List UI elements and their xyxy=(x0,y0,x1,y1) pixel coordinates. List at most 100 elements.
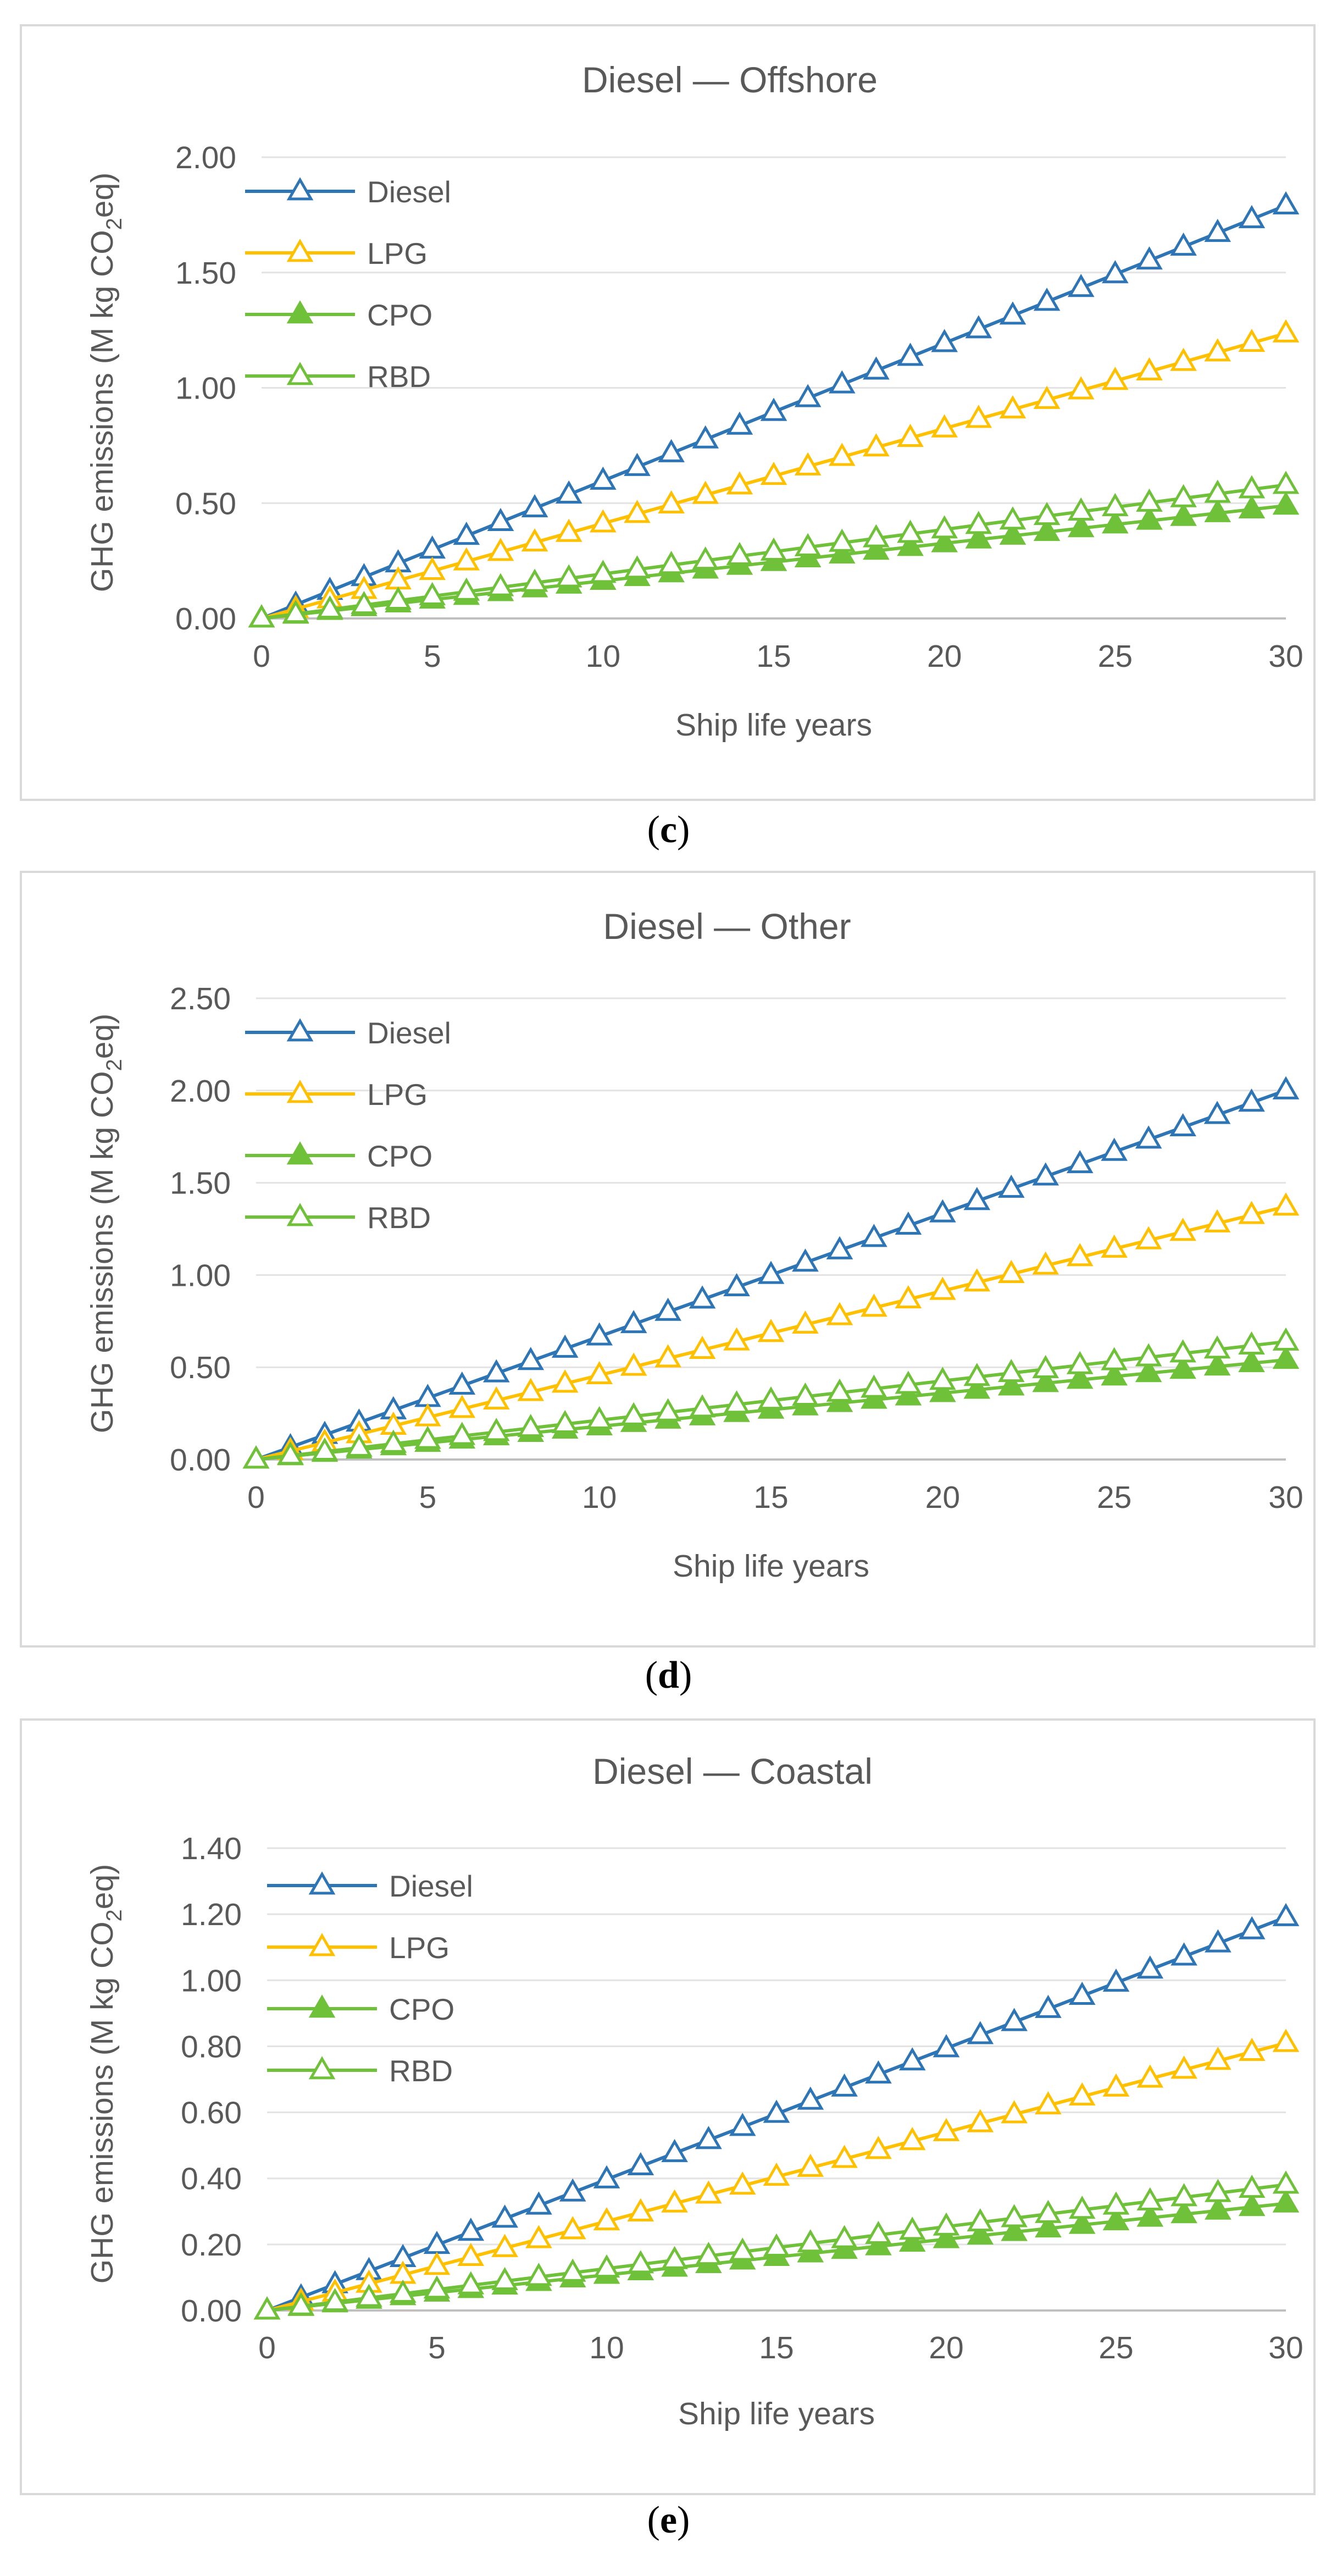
data-point-rbd xyxy=(967,2208,994,2232)
data-point-rbd xyxy=(861,1374,887,1398)
data-point-rbd xyxy=(1238,475,1266,499)
data-point-lpg xyxy=(590,509,617,533)
data-point-cpo xyxy=(1205,2196,1231,2220)
data-point-lpg xyxy=(760,461,787,485)
chart-e: Diesel — Coastal 0.00 0.20 0.40 0.60 0.80 1.00… xyxy=(85,1751,1303,2431)
data-point-lpg xyxy=(1101,1234,1128,1258)
data-point-rbd xyxy=(757,1386,785,1410)
data-point-lpg xyxy=(457,2242,485,2267)
legend-item-lpg: LPG xyxy=(245,236,428,270)
data-point-lpg xyxy=(620,1352,647,1376)
x-axis-label: Ship life years xyxy=(675,707,872,743)
legend-marker-cpo xyxy=(286,1141,314,1165)
data-point-diesel xyxy=(491,2204,518,2228)
legend-item-lpg: LPG xyxy=(267,1931,450,1965)
x-tick-label: 5 xyxy=(428,2330,446,2365)
data-point-cpo xyxy=(863,537,890,560)
legend-item-cpo: CPO xyxy=(267,1992,454,2026)
data-point-diesel xyxy=(551,1334,579,1358)
data-point-diesel xyxy=(999,301,1027,325)
data-point-lpg xyxy=(559,2216,586,2240)
y-tick-label: 0.00 xyxy=(175,601,236,637)
data-point-rbd xyxy=(933,2212,960,2236)
data-point-diesel xyxy=(933,2034,960,2058)
data-point-cpo xyxy=(1204,499,1231,522)
data-point-rbd xyxy=(423,2275,451,2299)
data-point-lpg xyxy=(525,2225,552,2248)
data-point-diesel xyxy=(1170,1942,1197,1966)
data-point-cpo xyxy=(933,2225,960,2248)
data-point-rbd xyxy=(389,2279,417,2303)
data-point-rbd xyxy=(898,2216,926,2240)
data-point-diesel xyxy=(865,2060,892,2084)
data-point-lpg xyxy=(414,1403,441,1427)
chart-title: Diesel — Offshore xyxy=(582,59,878,100)
data-point-rbd xyxy=(963,1363,991,1386)
data-point-rbd xyxy=(590,560,617,583)
data-point-diesel xyxy=(1102,1969,1130,1992)
legend-item-diesel: Diesel xyxy=(245,1016,451,1050)
data-point-rbd xyxy=(525,2263,552,2286)
data-point-diesel xyxy=(590,466,617,490)
data-point-rbd xyxy=(760,537,787,561)
data-point-diesel xyxy=(658,439,685,462)
legend-item-lpg: LPG xyxy=(245,1077,428,1112)
data-point-rbd xyxy=(521,568,548,592)
x-tick-label: 30 xyxy=(1268,2330,1303,2365)
data-point-rbd xyxy=(282,600,309,623)
data-point-diesel xyxy=(1238,204,1266,229)
data-point-cpo xyxy=(1136,506,1163,530)
legend-label-cpo: CPO xyxy=(367,1139,432,1173)
y-tick-label: 0.60 xyxy=(181,2096,242,2131)
data-point-lpg xyxy=(1068,2082,1096,2106)
legend-label-lpg: LPG xyxy=(367,1077,428,1112)
data-point-lpg xyxy=(453,547,480,571)
data-point-cpo xyxy=(1035,2214,1062,2238)
data-point-lpg xyxy=(1032,1251,1059,1275)
data-point-diesel xyxy=(1068,1981,1096,2005)
data-point-cpo xyxy=(1170,502,1197,526)
data-point-lpg xyxy=(1033,385,1061,409)
data-point-diesel xyxy=(1135,1125,1162,1149)
y-tick-label: 2.00 xyxy=(170,1074,231,1109)
y-tick-label: 0.50 xyxy=(170,1350,231,1385)
legend-label-lpg: LPG xyxy=(367,236,428,270)
y-tick-label: 1.00 xyxy=(181,1963,242,1998)
data-point-lpg xyxy=(1169,1218,1196,1241)
data-point-lpg xyxy=(797,2153,824,2177)
data-point-lpg xyxy=(448,1395,476,1418)
data-point-diesel xyxy=(555,480,582,504)
data-point-lpg xyxy=(521,528,548,552)
data-point-diesel xyxy=(763,2099,790,2123)
x-tick-label: 15 xyxy=(753,1480,788,1515)
data-point-diesel xyxy=(1203,1101,1231,1124)
data-point-rbd xyxy=(661,2246,688,2269)
data-point-rbd xyxy=(1204,479,1231,503)
data-point-rbd xyxy=(1205,2179,1231,2202)
data-point-lpg xyxy=(517,1378,545,1401)
data-point-lpg xyxy=(1204,338,1231,362)
data-point-rbd xyxy=(931,515,958,539)
data-point-diesel xyxy=(692,425,719,449)
data-point-diesel xyxy=(593,2165,620,2188)
data-point-rbd xyxy=(863,524,890,548)
data-point-cpo xyxy=(967,2221,994,2245)
data-point-cpo xyxy=(1272,2189,1300,2213)
data-point-diesel xyxy=(559,2178,586,2202)
data-point-rbd xyxy=(1066,1351,1094,1374)
data-point-lpg xyxy=(967,2109,994,2132)
data-point-lpg xyxy=(865,2136,892,2159)
data-point-diesel xyxy=(517,1347,545,1370)
data-point-lpg xyxy=(1001,2100,1028,2124)
chart-panel-d: Diesel — Other 0.00 0.50 1.00 1.50 2.00 2.50 0 5… xyxy=(20,871,1316,1648)
data-point-diesel xyxy=(661,2139,688,2163)
data-point-rbd xyxy=(559,2258,586,2282)
data-point-diesel xyxy=(624,452,651,476)
data-point-rbd xyxy=(593,2254,620,2278)
data-point-lpg xyxy=(1170,347,1197,371)
data-point-lpg xyxy=(1067,376,1095,400)
x-tick-label: 10 xyxy=(586,639,620,674)
data-point-cpo xyxy=(1067,514,1095,538)
series-lpg xyxy=(253,2028,1300,2320)
data-point-lpg xyxy=(689,1335,716,1359)
